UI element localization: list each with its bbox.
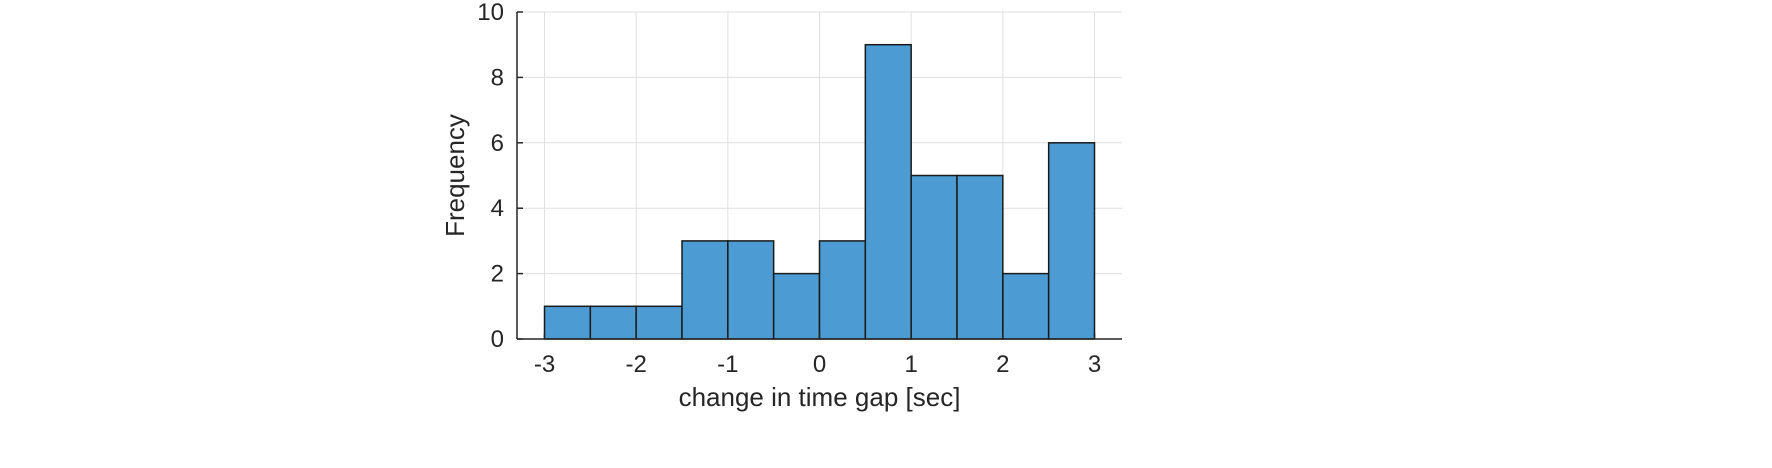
y-axis-label: Frequency xyxy=(440,114,470,237)
histogram-bar xyxy=(1047,142,1096,340)
y-tick-label: 6 xyxy=(491,130,504,157)
tick-labels: -3 -2 -1 0 1 2 3 0 2 4 6 8 10 xyxy=(477,0,1101,378)
histogram-bar xyxy=(589,305,637,340)
histogram-bar xyxy=(956,174,1004,340)
histogram-bar xyxy=(543,305,592,340)
x-tick-label: 2 xyxy=(996,351,1009,378)
histogram-bar xyxy=(818,240,867,340)
x-axis-label: change in time gap [sec] xyxy=(679,382,961,412)
y-tick-label: 0 xyxy=(491,326,504,353)
x-tick-label: 0 xyxy=(813,351,826,378)
y-tick-label: 10 xyxy=(477,0,504,26)
histogram-bar xyxy=(635,305,683,340)
x-tick-label: -3 xyxy=(534,351,555,378)
bars xyxy=(543,43,1096,340)
histogram-bar xyxy=(1002,272,1050,340)
histogram-bar xyxy=(864,43,912,340)
histogram-bar xyxy=(727,240,775,340)
x-tick-label: -2 xyxy=(625,351,646,378)
x-tick-label: 1 xyxy=(904,351,917,378)
histogram-bar xyxy=(772,272,821,340)
y-tick-label: 2 xyxy=(491,261,504,288)
x-tick-label: 3 xyxy=(1088,351,1101,378)
histogram-bar xyxy=(681,240,729,340)
x-tick-label: -1 xyxy=(717,351,738,378)
y-tick-label: 4 xyxy=(491,195,504,222)
axes xyxy=(516,11,1122,340)
histogram-bar xyxy=(910,174,958,340)
y-tick-label: 8 xyxy=(491,64,504,91)
